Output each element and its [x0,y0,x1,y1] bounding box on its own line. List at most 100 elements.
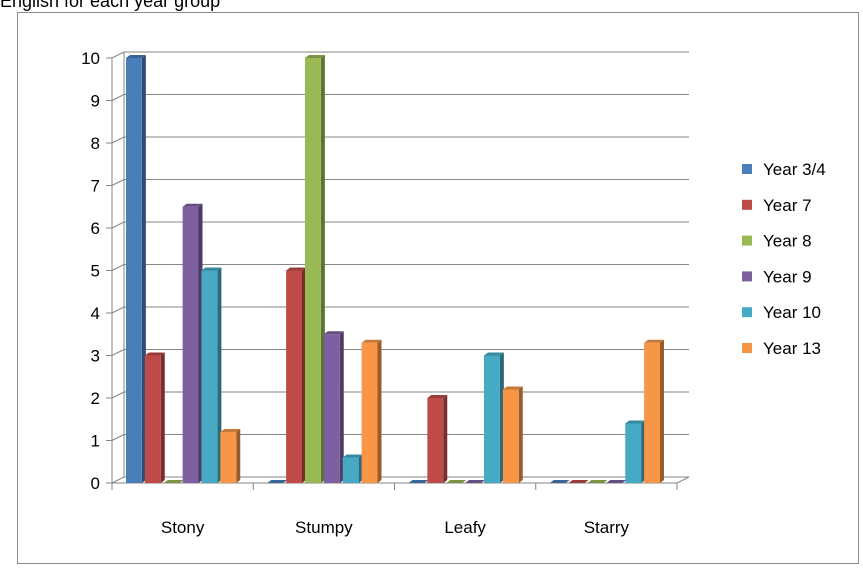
bar-side [236,429,241,483]
y-tick-label: 6 [91,219,100,238]
y-tick-label: 9 [91,92,100,111]
bar-side [160,352,165,483]
legend-label: Year 13 [763,339,821,358]
y-tick-label: 8 [91,134,100,153]
bar-top [644,339,664,343]
bar [323,331,344,483]
bar-front [286,270,302,483]
bar-front [625,423,642,483]
bar [625,420,646,483]
legend-swatch [742,199,752,210]
bar [427,395,448,483]
bar [568,480,589,483]
y-tick-label: 3 [91,347,100,366]
chart-title: English for each year group [0,0,221,11]
bar-top [568,480,589,483]
bar-top [549,480,570,483]
bar-top [342,454,363,458]
gridline-connector [111,51,125,59]
bar [220,429,241,483]
bar-front [484,355,500,483]
legend-label: Year 7 [763,196,812,215]
bars [126,55,664,483]
bar-top [305,55,325,58]
bar [267,480,288,483]
x-tick-labels: Stony Stumpy Leafy Starry [161,518,630,537]
bar [286,267,306,483]
y-tick-label: 1 [91,432,100,451]
x-tick-label: Stumpy [295,518,353,537]
bar [587,480,608,483]
x-tick-label: Stony [161,518,205,537]
bar-front [144,355,161,483]
bar-top [606,480,627,483]
bar-side [518,386,523,483]
bar-side [339,331,344,483]
legend: Year 3/4 Year 7 Year 8 Year 9 Year 10 Year 13 [742,160,826,358]
legend-swatch [742,307,752,318]
bar-side [443,395,448,483]
bar-top [427,395,448,398]
y-tick-label: 2 [91,389,100,408]
bar [144,352,165,483]
bar [446,480,467,483]
x-tick-label: Leafy [444,518,486,537]
y-tick-label: 7 [91,177,100,196]
bar [606,480,627,483]
bar-top [484,352,504,356]
bar-top [465,480,485,483]
floor-edge [676,476,690,484]
bar-side [377,339,382,483]
y-tick-label: 10 [81,49,100,68]
bar-top [182,203,203,207]
y-tick-label: 4 [91,304,100,323]
gridline-connector [111,434,125,441]
gridline-connector [111,136,125,144]
y-tick-label: 0 [91,474,100,493]
bar [361,339,382,483]
legend-label: Year 3/4 [763,160,826,179]
gridline-connector [111,94,125,101]
bar-front [502,389,519,483]
bar-top [587,480,608,483]
bar-side [660,339,664,483]
bar-front [361,342,378,483]
bar-top [201,267,222,271]
bar-front [342,457,359,483]
gridline-connector [111,306,125,314]
y-tick-labels: 0 1 2 3 4 5 6 7 8 9 10 [81,49,100,493]
bar-top [126,55,146,58]
bar-top [267,480,288,483]
bar-top [361,339,382,343]
y-tick-label: 5 [91,262,100,281]
bar-top [220,429,241,432]
gridline-connector [111,221,125,229]
bar-top [323,331,344,335]
gridline-connector [111,179,125,186]
legend-label: Year 8 [763,232,812,251]
bar-front [305,58,321,483]
bar [201,267,222,483]
bar-front [427,398,444,483]
legend-swatch [742,164,752,174]
gridline-connector [111,264,125,271]
legend-label: Year 9 [763,267,812,286]
gridline-connector [111,391,125,399]
legend-swatch [742,271,752,282]
bar [549,480,570,483]
gridline-connector [111,349,125,356]
bar [408,480,429,483]
bar-top [502,386,523,390]
bar-top [625,420,646,424]
legend-swatch [742,235,752,246]
bar-front [220,432,237,483]
bar-top [286,267,306,271]
bar [465,480,485,483]
bar [163,480,184,483]
gridline-connector [111,476,125,484]
bar-side [217,267,222,483]
bar [484,352,504,483]
bar [342,454,363,483]
bar [305,55,325,483]
bar-top [144,352,165,356]
